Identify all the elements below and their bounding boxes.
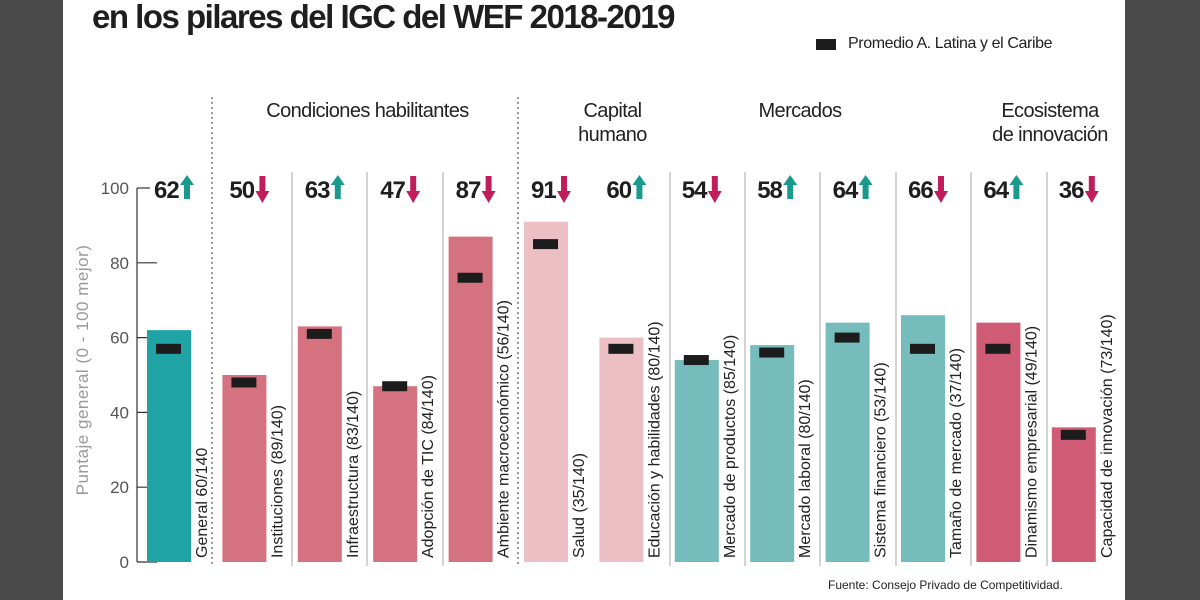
bar — [976, 322, 1021, 562]
legend-label: Promedio A. Latina y el Caribe — [848, 35, 1053, 52]
arrow-down-icon — [557, 176, 571, 203]
average-marker — [759, 347, 785, 358]
average-marker — [382, 381, 408, 392]
category-label: Sistema financiero (53/140) — [873, 362, 890, 558]
arrow-down-icon — [481, 176, 496, 203]
bar — [674, 360, 719, 562]
average-marker — [156, 343, 181, 354]
bar — [825, 322, 870, 562]
average-marker — [457, 272, 483, 283]
legend: Promedio A. Latina y el Caribe — [816, 35, 1053, 53]
value-label: 54 — [682, 177, 708, 204]
category-label: Ambiente macroeconómico (56/140) — [496, 300, 513, 558]
category-label: Instituciones (89/140) — [269, 405, 286, 558]
average-marker — [910, 343, 935, 354]
category-label: Salud (35/140) — [571, 453, 588, 558]
group-label-condiciones: Condiciones habilitantes — [266, 100, 469, 122]
bar — [297, 326, 342, 562]
value-label: 64 — [983, 177, 1009, 204]
category-label: Dinamismo empresarial (49/140) — [1023, 326, 1040, 558]
bar — [222, 375, 267, 562]
arrow-down-icon — [255, 176, 270, 203]
arrow-down-icon — [406, 176, 421, 203]
y-tick-label: 20 — [110, 478, 129, 497]
value-label: 87 — [456, 177, 481, 204]
group-label-capital-humano: Capital humano — [578, 100, 647, 146]
value-label: 50 — [229, 177, 254, 204]
average-marker — [306, 328, 332, 339]
average-marker — [683, 355, 709, 366]
value-label: 64 — [833, 177, 859, 204]
y-tick-label: 60 — [110, 329, 129, 348]
value-label: 60 — [606, 177, 631, 204]
average-marker — [834, 332, 860, 343]
value-label: 62 — [154, 177, 179, 204]
arrow-up-icon — [330, 175, 345, 199]
y-tick-label: 40 — [110, 403, 129, 422]
arrow-up-icon — [858, 175, 873, 199]
value-label: 91 — [531, 177, 556, 204]
bar — [1051, 427, 1096, 562]
average-marker — [1060, 429, 1086, 440]
bar — [524, 221, 568, 562]
bar — [599, 337, 644, 562]
average-marker — [985, 343, 1011, 354]
arrow-up-icon — [783, 175, 798, 199]
legend-swatch — [816, 38, 836, 50]
chart-title: en los pilares del IGC del WEF 2018-2019 — [92, 0, 675, 35]
bar — [448, 236, 493, 562]
average-marker — [608, 343, 634, 354]
value-label: 47 — [380, 177, 405, 204]
value-label: 58 — [757, 177, 782, 204]
average-marker — [231, 377, 257, 388]
category-label: Tamaño de mercado (37/140) — [948, 348, 965, 558]
bar — [147, 330, 191, 562]
category-label: Infraestructura (83/140) — [345, 391, 362, 558]
bar — [750, 345, 795, 562]
arrow-up-icon — [1009, 175, 1024, 199]
value-label: 66 — [908, 177, 933, 204]
y-tick-label: 100 — [101, 179, 129, 198]
arrow-up-icon — [632, 175, 647, 199]
category-label: Capacidad de innovación (73/140) — [1099, 314, 1116, 558]
group-label-mercados: Mercados — [758, 100, 842, 122]
category-label: Mercado de productos (85/140) — [722, 335, 739, 558]
average-marker — [533, 239, 558, 250]
y-tick-label: 0 — [120, 553, 129, 572]
category-label: Adopción de TIC (84/140) — [420, 375, 437, 558]
value-label: 63 — [305, 177, 330, 204]
bar — [373, 386, 418, 562]
arrow-down-icon — [1084, 176, 1099, 203]
category-label: Educación y habilidades (80/140) — [646, 321, 663, 558]
value-label: 36 — [1059, 177, 1084, 204]
y-axis-title: Puntaje general (0 - 100 mejor) — [73, 245, 92, 496]
bar — [901, 315, 945, 562]
source-note: Fuente: Consejo Privado de Competitivida… — [828, 578, 1063, 592]
arrow-down-icon — [934, 176, 948, 203]
y-tick-label: 80 — [110, 254, 129, 273]
category-label: General 60/140 — [194, 448, 211, 558]
group-label-ecosistema: Ecosistema de innovación — [992, 100, 1108, 146]
arrow-down-icon — [707, 176, 722, 203]
category-label: Mercado laboral (80/140) — [797, 379, 814, 558]
arrow-up-icon — [180, 175, 194, 199]
